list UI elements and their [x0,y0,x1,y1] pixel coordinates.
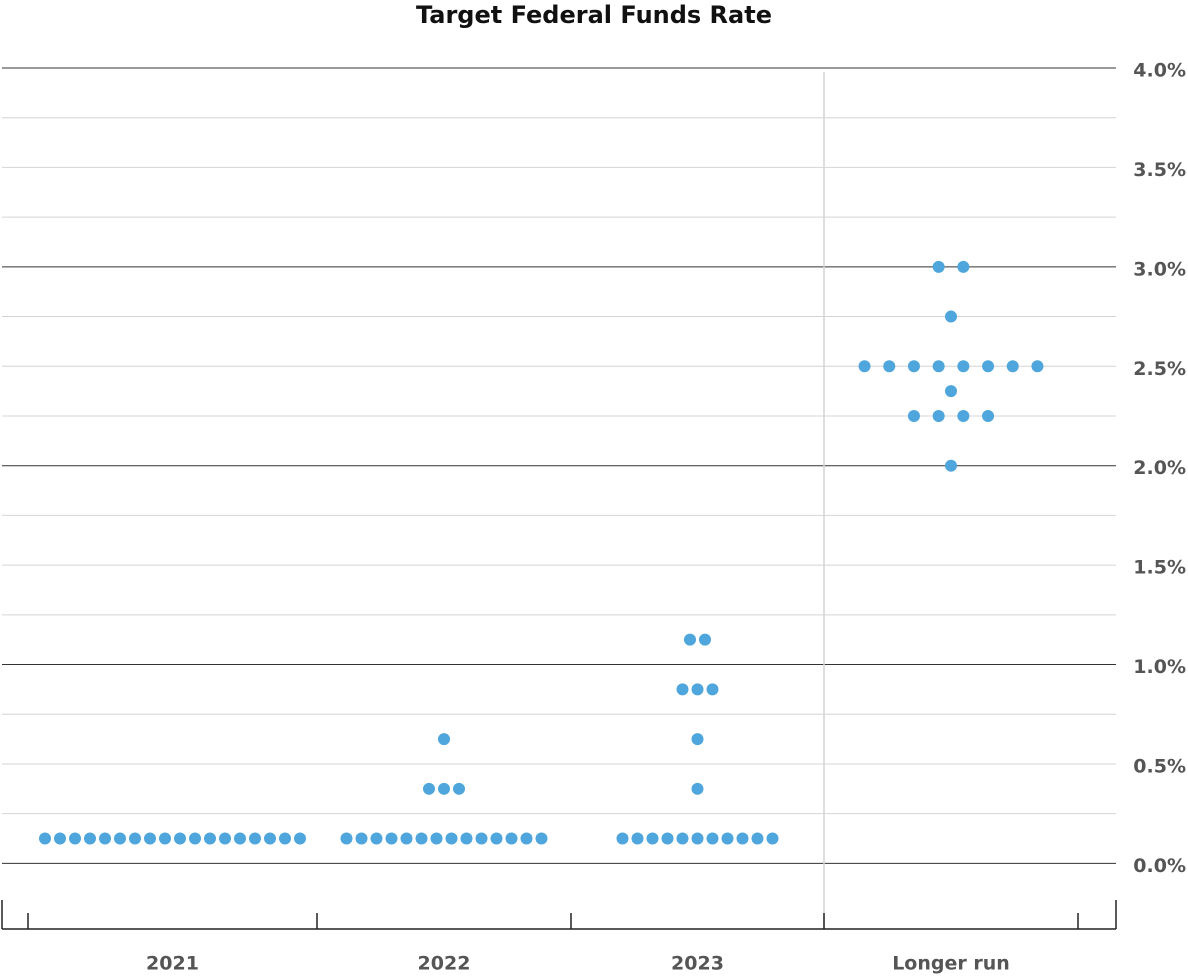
dot [616,832,629,845]
y-tick-label: 2.5% [1133,358,1186,380]
dot [430,832,443,845]
dot [69,832,81,845]
dot [751,832,764,845]
x-tick-label: Longer run [892,953,1010,975]
dot [438,782,450,795]
dot [932,260,945,273]
dot [676,832,689,845]
y-tick-label: 0.5% [1133,755,1186,777]
y-tick-label: 3.0% [1133,258,1186,280]
y-tick-label: 2.0% [1133,457,1186,479]
dot [631,832,644,845]
dot [661,832,674,845]
dot [54,832,66,845]
dot [99,832,111,845]
dot [279,832,291,845]
dot [945,459,957,472]
dot [945,385,957,398]
dot [415,832,428,845]
x-tick-label: 2023 [671,953,724,975]
dot [520,832,533,845]
dot [691,733,704,746]
y-tick-label: 0.0% [1133,855,1186,877]
dot [340,832,353,845]
dot [423,782,435,795]
dot [907,360,920,373]
dot [453,782,465,795]
dot [691,832,704,845]
dot [370,832,383,845]
dot [114,832,126,845]
dot [355,832,368,845]
dot [204,832,216,845]
dot [646,832,659,845]
dot [535,832,548,845]
dot [1031,360,1044,373]
dot [721,832,734,845]
dot [264,832,276,845]
dot [706,832,719,845]
dot [858,360,871,373]
dot [234,832,246,845]
dot [84,832,96,845]
dot [883,360,896,373]
y-tick-label: 3.5% [1133,159,1186,181]
dot [249,832,261,845]
x-tick-label: 2021 [146,953,199,975]
dot [490,832,503,845]
dot [736,832,749,845]
dot [957,409,970,422]
dot [1006,360,1019,373]
dot [691,782,704,795]
y-tick-label: 1.5% [1133,557,1186,579]
dot [159,832,171,845]
dot [706,683,719,696]
dot [907,409,920,422]
dot [932,409,945,422]
dot [39,832,51,845]
y-tick-label: 4.0% [1133,60,1186,82]
dot [676,683,689,696]
dot [957,260,970,273]
dot [766,832,779,845]
dot [460,832,473,845]
dot [445,832,458,845]
dot [684,633,696,646]
dot [982,360,995,373]
dot [144,832,156,845]
dot [219,832,231,845]
dot [189,832,201,845]
dot [385,832,398,845]
dot [475,832,488,845]
dot [932,360,945,373]
dot [982,409,995,422]
dot [957,360,970,373]
chart-title: Target Federal Funds Rate [416,1,772,29]
dot [438,733,450,746]
x-tick-label: 2022 [418,953,471,975]
dot [505,832,518,845]
dot [174,832,186,845]
dot [400,832,413,845]
dot [129,832,141,845]
dot [294,832,306,845]
dot [945,310,957,323]
y-tick-label: 1.0% [1133,656,1186,678]
dot [691,683,704,696]
dot [699,633,711,646]
